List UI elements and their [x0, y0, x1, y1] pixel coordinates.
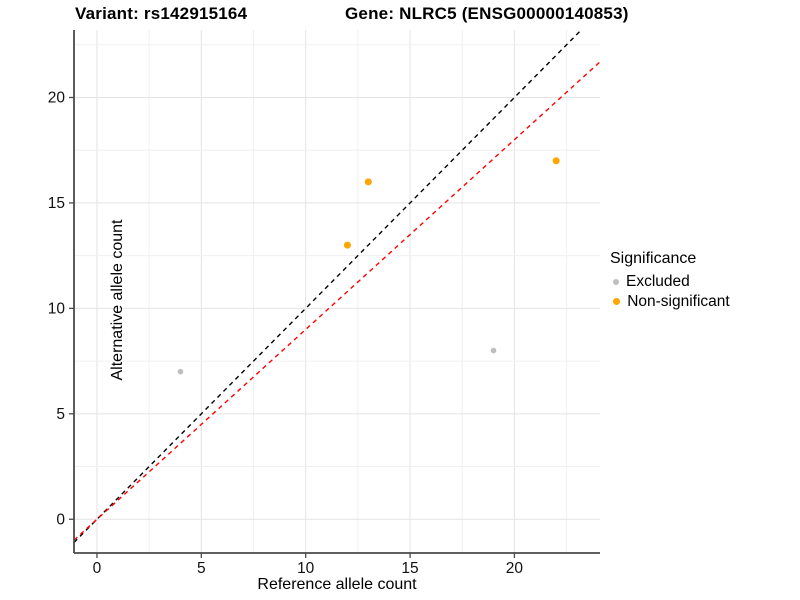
fit-line — [74, 61, 600, 541]
legend-item-non-significant: Non-significant — [610, 292, 730, 311]
y-tick-label: 20 — [48, 89, 66, 106]
y-tick-label: 15 — [48, 195, 65, 212]
x-tick-label: 15 — [401, 560, 418, 577]
legend-item-excluded: Excluded — [610, 272, 730, 291]
y-tick-label: 0 — [56, 511, 65, 528]
legend-item-label: Excluded — [626, 272, 690, 290]
data-point-non-significant — [552, 157, 560, 165]
y-axis-title-text: Alternative allele count — [109, 219, 126, 381]
y-tick-label: 10 — [48, 300, 66, 317]
identity-line — [74, 30, 583, 543]
y-tick-label: 5 — [56, 406, 65, 423]
legend-item-label: Non-significant — [627, 292, 730, 310]
x-tick-label: 20 — [506, 560, 524, 577]
legend: Significance Excluded Non-significant — [610, 250, 730, 311]
x-tick-label: 5 — [197, 560, 206, 577]
data-point-excluded — [177, 368, 184, 375]
data-point-excluded — [490, 347, 497, 354]
non-significant-dot-icon — [613, 297, 621, 306]
variant-title: Variant: rs142915164 — [75, 4, 248, 23]
data-point-non-significant — [364, 178, 372, 186]
legend-title: Significance — [610, 250, 697, 267]
x-tick-label: 0 — [93, 560, 102, 577]
gene-title: Gene: NLRC5 (ENSG00000140853) — [345, 4, 629, 23]
x-axis-title: Reference allele count — [257, 576, 417, 593]
data-point-non-significant — [343, 241, 351, 249]
excluded-dot-icon — [613, 278, 619, 285]
x-tick-label: 10 — [297, 560, 315, 577]
